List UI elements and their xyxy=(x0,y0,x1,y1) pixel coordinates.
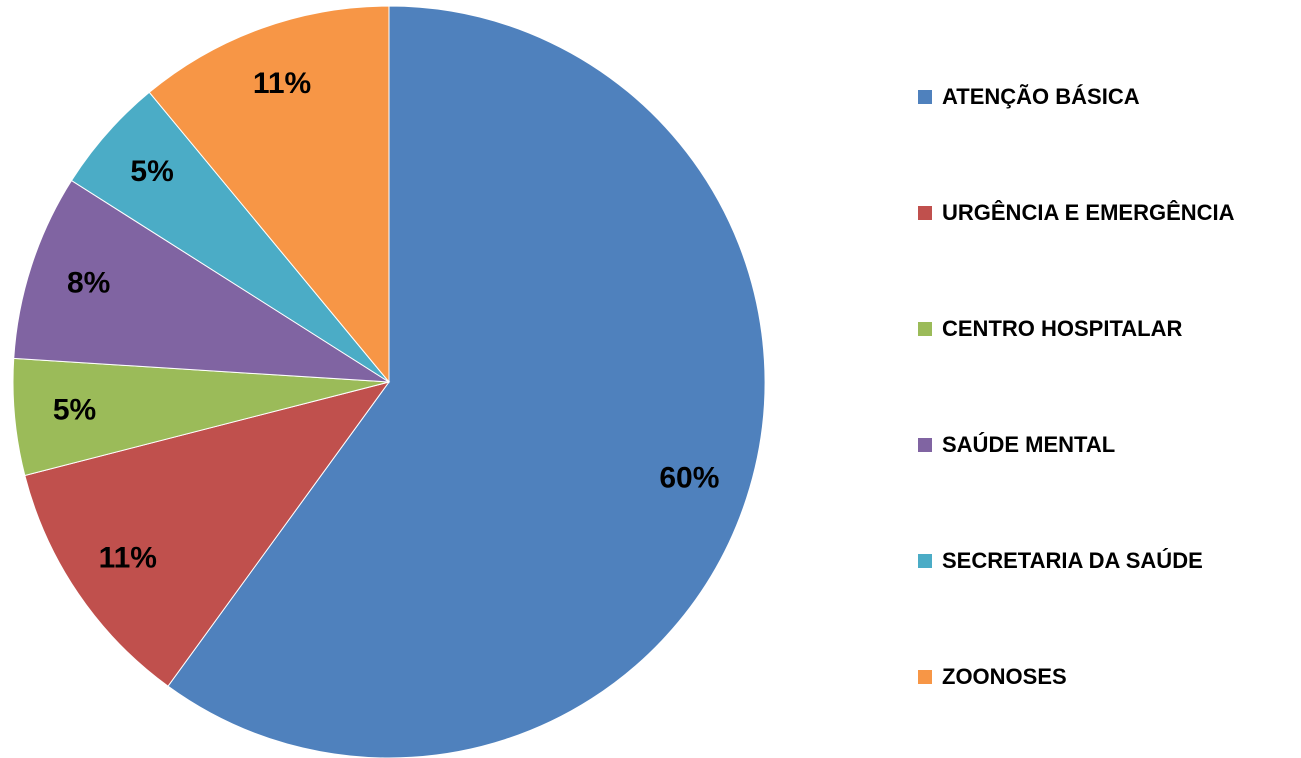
pie-slice xyxy=(148,5,390,384)
pie-slice xyxy=(13,179,390,383)
data-label: 11% xyxy=(99,541,157,574)
legend-label: SECRETARIA DA SAÚDE xyxy=(942,548,1203,573)
legend-swatch xyxy=(918,438,932,452)
data-label: 11% xyxy=(253,67,311,100)
legend-swatch xyxy=(918,670,932,684)
legend-label: ATENÇÃO BÁSICA xyxy=(942,84,1140,109)
legend-label: SAÚDE MENTAL xyxy=(942,432,1115,457)
data-label: 5% xyxy=(130,155,173,188)
data-label: 60% xyxy=(659,462,719,495)
legend-label: CENTRO HOSPITALAR xyxy=(942,316,1182,341)
legend-swatch xyxy=(918,554,932,568)
legend-label: ZOONOSES xyxy=(942,664,1067,689)
legend-swatch xyxy=(918,322,932,336)
legend-swatch xyxy=(918,206,932,220)
pie-slice xyxy=(167,5,766,758)
pie-slice xyxy=(24,381,391,687)
legend-label: URGÊNCIA E EMERGÊNCIA xyxy=(942,200,1235,225)
data-label: 5% xyxy=(53,394,96,427)
legend-swatch xyxy=(918,90,932,104)
data-label: 8% xyxy=(67,266,110,299)
